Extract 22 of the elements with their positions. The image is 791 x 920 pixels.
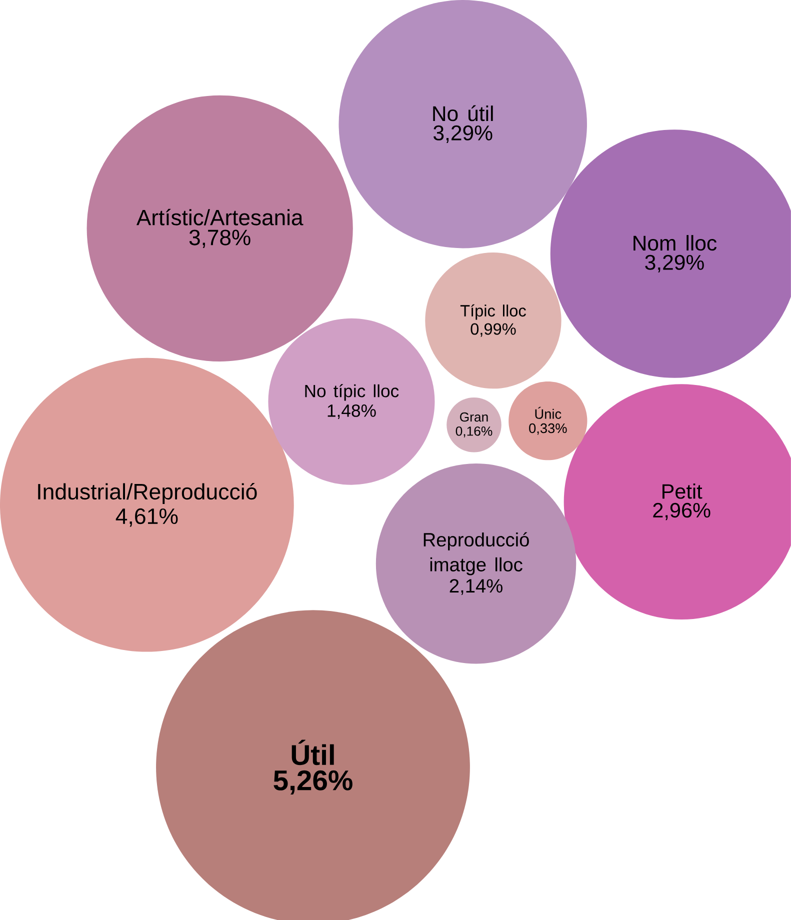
category-label: Reproducció imatge lloc bbox=[424, 532, 529, 576]
data-label: 0,33% bbox=[529, 423, 567, 435]
category-label: No típic lloc bbox=[305, 384, 399, 401]
category-label: Industrial/Reproducció bbox=[38, 482, 257, 504]
data-label: 2,14% bbox=[450, 579, 502, 595]
data-label: 0,16% bbox=[456, 426, 492, 438]
category-label: Petit bbox=[662, 484, 702, 499]
category-label: Artístic/Artesania bbox=[136, 208, 304, 226]
data-label: 5,26% bbox=[274, 770, 352, 795]
data-label: 0,99% bbox=[470, 323, 516, 337]
category-label: No útil bbox=[433, 105, 493, 122]
data-label: 2,96% bbox=[653, 502, 710, 520]
category-label: Únic bbox=[535, 406, 562, 419]
data-label: 1,48% bbox=[328, 404, 376, 419]
data-label: 3,29% bbox=[434, 125, 492, 143]
category-label: Nom lloc bbox=[634, 235, 717, 251]
category-label: Útil bbox=[292, 740, 334, 766]
data-label: 3,29% bbox=[645, 254, 704, 272]
data-label: 3,78% bbox=[189, 230, 250, 248]
data-label: 4,61% bbox=[116, 508, 178, 527]
category-label: Típic lloc bbox=[460, 304, 526, 320]
category-label: Gran bbox=[460, 412, 488, 422]
